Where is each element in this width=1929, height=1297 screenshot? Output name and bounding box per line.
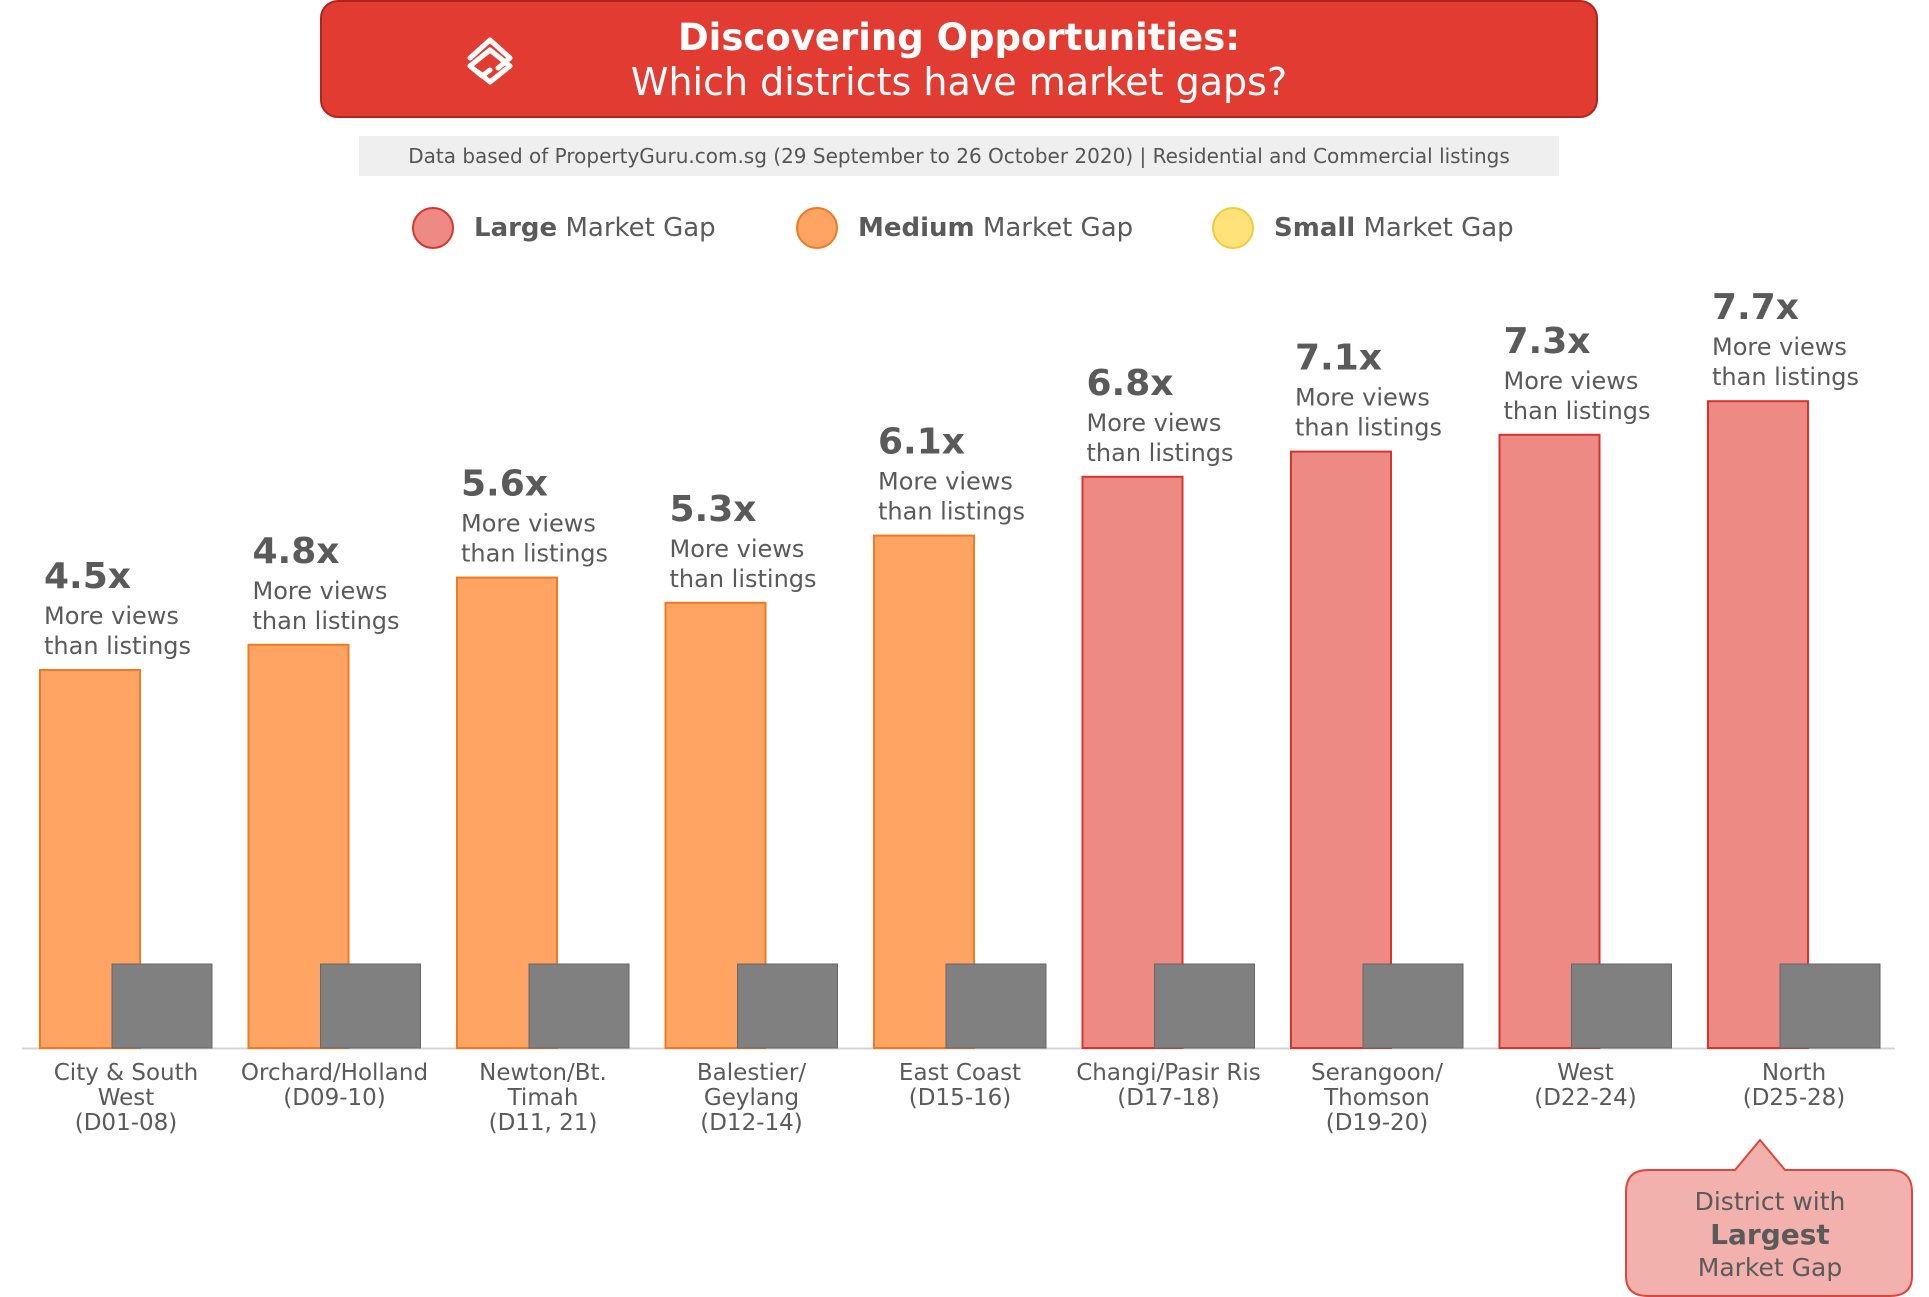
data-label-caption: than listings (253, 607, 400, 635)
title-banner: Discovering Opportunities: Which distric… (320, 0, 1598, 118)
legend-label-large: Large Market Gap (474, 213, 716, 243)
callout-line3: Market Gap (1697, 1253, 1843, 1282)
data-label-value: 5.6x (461, 464, 548, 505)
data-label-value: 7.3x (1504, 321, 1591, 362)
x-tick-label: (D11, 21) (489, 1110, 598, 1136)
bar-listings (1154, 963, 1255, 1049)
data-label-caption: More views (1087, 409, 1222, 437)
x-tick-label: (D09-10) (283, 1085, 386, 1111)
data-label-caption: than listings (1504, 397, 1651, 425)
data-label-value: 6.8x (1087, 363, 1174, 404)
propertyguru-logo-icon (467, 37, 513, 85)
data-label-value: 4.5x (44, 556, 131, 597)
callout-text: District with Largest Market Gap (1630, 1185, 1910, 1284)
data-label-caption: More views (44, 602, 179, 630)
callout-bubble (1625, 1138, 1913, 1297)
source-note: Data based of PropertyGuru.com.sg (29 Se… (359, 136, 1559, 176)
x-tick-label: East Coast (899, 1060, 1021, 1086)
legend-swatch-medium (796, 207, 838, 249)
bar-listings (1571, 963, 1672, 1049)
data-label-caption: More views (878, 468, 1013, 496)
bar-listings (945, 963, 1047, 1049)
x-tick-label: West (98, 1085, 155, 1111)
data-label-value: 4.8x (253, 531, 340, 572)
x-tick-label: West (1557, 1060, 1614, 1086)
page-subtitle: Which districts have market gaps? (630, 60, 1288, 104)
x-tick-label: Balestier/ (697, 1060, 806, 1086)
x-tick-label: (D17-18) (1117, 1085, 1220, 1111)
x-tick-label: Newton/Bt. (479, 1060, 607, 1086)
legend-swatch-large (412, 207, 454, 249)
x-tick-label: (D25-28) (1743, 1085, 1846, 1111)
legend-item-large: Large Market Gap (412, 205, 716, 251)
bar-views (1498, 433, 1601, 1049)
legend-swatch-small (1212, 207, 1254, 249)
bar-listings (1779, 963, 1881, 1049)
x-tick-label: City & South (54, 1060, 198, 1086)
bar-views (1707, 400, 1809, 1049)
x-tick-label: Geylang (704, 1085, 799, 1111)
data-label-value: 5.3x (670, 489, 757, 530)
page-title: Discovering Opportunities: (677, 16, 1241, 59)
bar-views (873, 534, 975, 1049)
data-label-caption: More views (670, 535, 805, 563)
x-tick-label: Changi/Pasir Ris (1076, 1060, 1260, 1086)
bar-views (1290, 450, 1392, 1050)
data-label-caption: than listings (44, 632, 191, 660)
data-label-caption: than listings (1295, 414, 1442, 442)
x-tick-label: (D19-20) (1326, 1110, 1429, 1136)
data-label-caption: More views (253, 577, 388, 605)
bar-listings (737, 963, 838, 1049)
data-label-caption: than listings (878, 498, 1025, 526)
data-label-caption: than listings (1087, 439, 1234, 467)
data-label-caption: than listings (461, 540, 608, 568)
data-label-caption: than listings (670, 565, 817, 593)
data-label-caption: More views (1295, 384, 1430, 412)
bar-listings (1362, 963, 1464, 1049)
x-tick-label: (D12-14) (700, 1110, 803, 1136)
legend-item-small: Small Market Gap (1212, 205, 1514, 251)
x-tick-label: Orchard/Holland (241, 1060, 428, 1086)
bar-listings (111, 963, 213, 1049)
bar-listings (320, 963, 421, 1049)
x-tick-label: (D15-16) (909, 1085, 1012, 1111)
data-label-value: 7.1x (1295, 338, 1382, 379)
data-label-caption: More views (1712, 333, 1847, 361)
bar-views (1081, 475, 1184, 1049)
data-label-value: 6.1x (878, 422, 965, 463)
callout-line2: Largest (1710, 1218, 1830, 1251)
bar-listings (528, 963, 630, 1049)
callout-line1: District with (1694, 1187, 1846, 1216)
legend-label-medium: Medium Market Gap (858, 213, 1134, 243)
data-label-caption: than listings (1712, 363, 1859, 391)
x-tick-label: Timah (507, 1085, 579, 1111)
legend-item-medium: Medium Market Gap (796, 205, 1133, 251)
x-tick-label: (D01-08) (75, 1110, 178, 1136)
data-label-caption: More views (1504, 367, 1639, 395)
x-tick-label: Thomson (1323, 1085, 1430, 1111)
legend-label-small: Small Market Gap (1274, 213, 1514, 243)
x-tick-label: North (1762, 1060, 1826, 1086)
x-tick-label: Serangoon/ (1311, 1060, 1443, 1086)
x-tick-label: (D22-24) (1534, 1085, 1637, 1111)
data-label-value: 7.7x (1712, 287, 1799, 328)
data-label-caption: More views (461, 510, 596, 538)
